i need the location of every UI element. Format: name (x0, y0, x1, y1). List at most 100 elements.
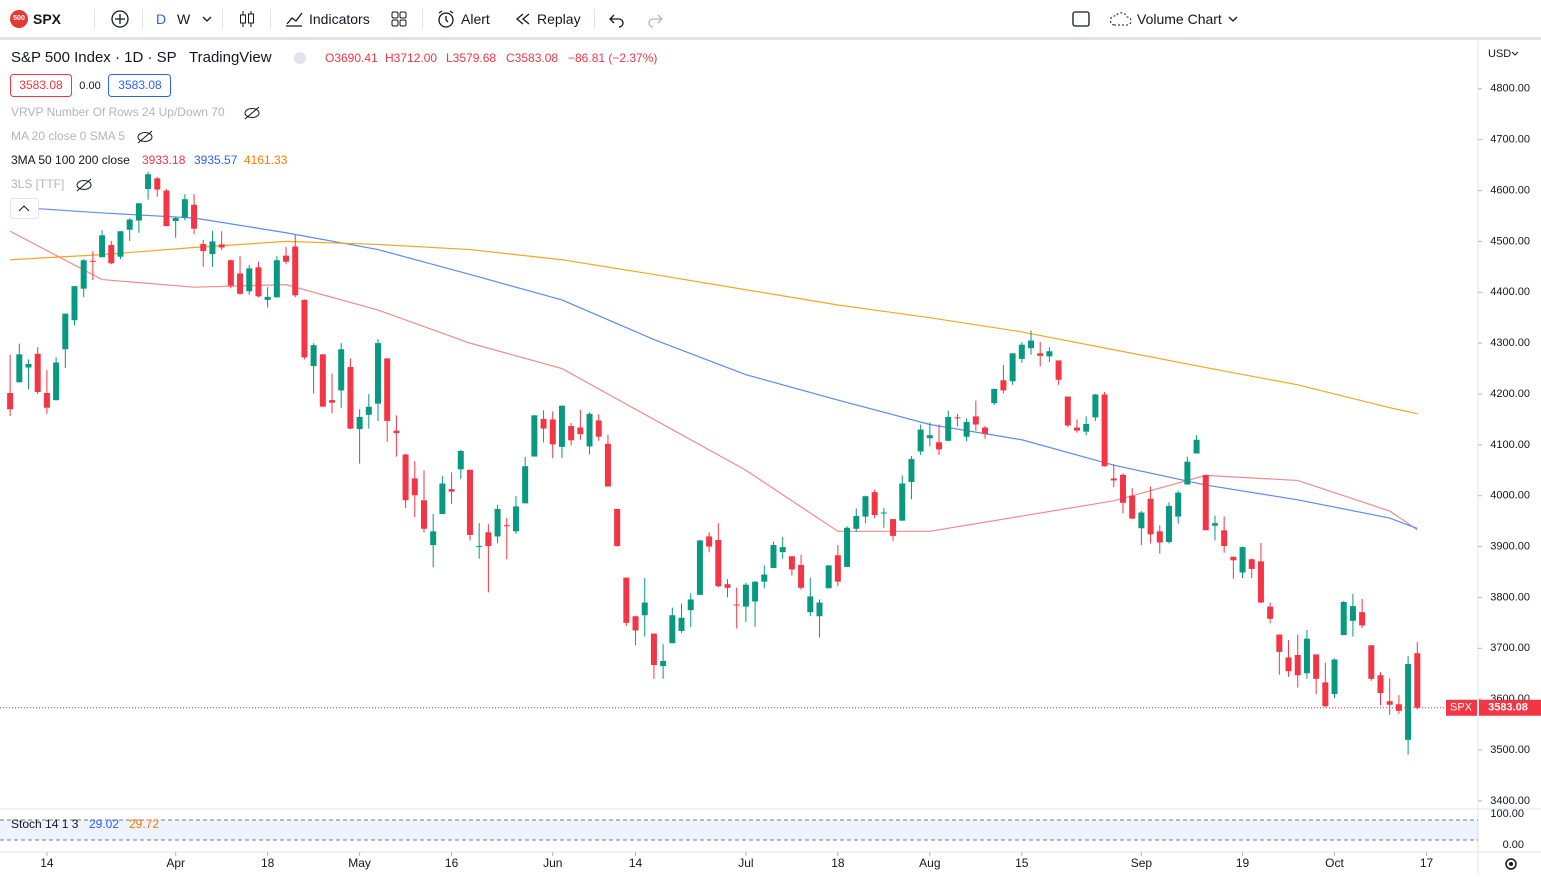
currency[interactable]: USD (1488, 48, 1511, 60)
candle-body (687, 599, 694, 611)
cloud-icon (1109, 11, 1132, 25)
candle-body (292, 246, 299, 296)
ask: 3583.08 (118, 78, 162, 92)
compare-button[interactable] (110, 0, 130, 37)
candle-body (844, 527, 851, 567)
indicators-label: Indicators (309, 10, 370, 27)
undo-button[interactable] (608, 0, 626, 37)
candle-body (1331, 659, 1338, 695)
candle-body (908, 459, 915, 482)
candle-body (742, 584, 749, 607)
y-tick-label: 4300.00 (1490, 337, 1530, 349)
candle-body (227, 260, 234, 286)
ohlc-open: O3690.41 (325, 51, 378, 65)
layout-button[interactable]: Volume Chart (1108, 0, 1239, 37)
separator (270, 9, 271, 29)
candle-body (577, 427, 584, 435)
symbol: SPX (33, 10, 62, 27)
x-tick-label: Jul (738, 856, 753, 870)
replay-button[interactable]: Replay (514, 0, 581, 37)
layout-label: Volume Chart (1137, 10, 1222, 27)
candle-body (678, 617, 685, 632)
toolbar: 500 SPX D W Indicators Alert Replay (0, 0, 1541, 40)
candle-body (724, 584, 731, 588)
settings-icon[interactable] (1505, 858, 1517, 870)
candle-body (135, 203, 142, 221)
candle-body (1322, 682, 1329, 707)
candle-body (365, 406, 372, 415)
candle-body (1257, 561, 1264, 603)
y-tick-label: 4400.00 (1490, 286, 1530, 298)
interval-d[interactable]: D (156, 0, 166, 37)
candle-body (632, 616, 639, 631)
candle-body (1046, 351, 1053, 357)
separator (422, 9, 423, 29)
candle-body (650, 633, 657, 666)
candle-body (1303, 638, 1310, 674)
candle-body (310, 345, 317, 367)
symbol-button[interactable]: 500 SPX (10, 0, 61, 37)
alert-button[interactable]: Alert (436, 0, 490, 37)
candle-body (1239, 547, 1246, 573)
candle-body (393, 430, 400, 434)
candle-body (825, 565, 832, 589)
candle-body (568, 426, 575, 441)
candle-body (457, 450, 464, 470)
candle-body (816, 602, 823, 617)
candle-body (356, 416, 363, 430)
candle-body (209, 241, 216, 255)
hidden-icon[interactable] (244, 106, 260, 120)
x-tick-label: Aug (919, 856, 940, 870)
redo-icon (648, 14, 663, 28)
hidden-icon[interactable] (137, 130, 153, 144)
candle-body (779, 547, 786, 553)
grid-icon (391, 11, 407, 26)
candle-body (926, 435, 933, 439)
candle-body (917, 429, 924, 452)
candle-body (246, 268, 253, 292)
symbol-title: S&P 500 Index · 1D · SP (11, 49, 177, 66)
candle-body (62, 313, 69, 350)
interval: W (177, 10, 191, 27)
collapse-legend[interactable] (10, 198, 39, 219)
ma100-value: 3935.57 (194, 153, 238, 167)
last-price-tag (1479, 699, 1541, 716)
candle-body (991, 388, 998, 404)
candle-body (1230, 556, 1237, 561)
candle-body (1119, 474, 1126, 503)
candle-body (347, 367, 354, 429)
redo-button[interactable] (646, 0, 664, 37)
candle-body (1138, 512, 1145, 529)
candle-body (283, 255, 290, 262)
interval-w[interactable]: W (177, 0, 190, 37)
candle-body (89, 260, 96, 262)
candle-body (954, 417, 961, 419)
candle-body (384, 358, 391, 421)
fullscreen-button[interactable] (1071, 0, 1091, 37)
candle-body (439, 483, 446, 515)
candle-body (145, 174, 152, 190)
candle-body (1175, 492, 1182, 517)
indicators-button[interactable]: Indicators (284, 0, 370, 37)
hidden-icon[interactable] (76, 178, 92, 192)
candle-body (411, 478, 418, 496)
candle-body (623, 577, 630, 623)
candle-body (871, 492, 878, 516)
templates-button[interactable] (390, 0, 408, 37)
candle-body (880, 512, 887, 514)
chart-type-button[interactable] (238, 0, 256, 37)
ask-box[interactable] (108, 74, 171, 97)
candle-body (1028, 340, 1035, 349)
interval: D (156, 10, 167, 27)
separator (142, 9, 143, 29)
candle-body (53, 362, 60, 401)
candle-body (1165, 505, 1172, 542)
candle-body (108, 244, 115, 264)
status-dot (294, 52, 306, 64)
interval-menu[interactable] (202, 0, 212, 37)
separator (594, 9, 595, 29)
candle-body (834, 555, 841, 582)
candle-body (1211, 523, 1218, 526)
bid-box[interactable] (10, 74, 72, 97)
candle-body (1340, 602, 1347, 636)
